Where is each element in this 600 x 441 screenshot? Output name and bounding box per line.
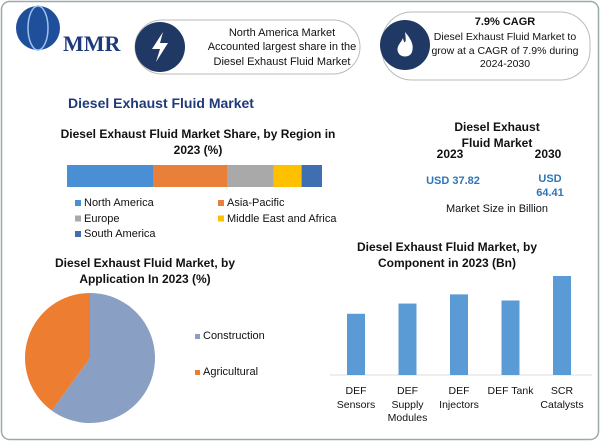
legend-label: Middle East and Africa: [227, 212, 337, 225]
legend-swatch: [218, 215, 224, 222]
bar-segment: [273, 165, 302, 187]
x-tick-label: DEF Injectors: [439, 385, 479, 411]
panel-title: Diesel Exhaust Fluid Market: [454, 120, 540, 150]
market-value: USD 64.41: [536, 173, 564, 200]
bar: [450, 294, 468, 375]
highlight-text: Diesel Exhaust Fluid Market to grow at a…: [431, 31, 579, 71]
year: 2030: [534, 147, 562, 161]
bar-segment: [301, 165, 322, 187]
legend-swatch: [218, 200, 224, 206]
x-tick-label: DEF Sensors: [336, 385, 376, 411]
logo-globe: [16, 6, 60, 50]
market-value: USD 37.82: [426, 175, 480, 187]
panel-note: Market Size in Billion: [445, 203, 549, 215]
legend-label: Agricultural: [203, 366, 259, 378]
bar-segment: [153, 165, 228, 187]
x-tick-label: DEF Supply Modules: [387, 385, 428, 425]
chart-title: Diesel Exhaust Fluid Market, by Applicat…: [54, 256, 236, 286]
bar: [501, 300, 520, 375]
x-tick-label: DEF Tank: [487, 385, 534, 397]
logo-text: MMR: [63, 31, 121, 56]
legend-label: Construction: [203, 330, 265, 342]
pie-slice: [51, 293, 156, 424]
bar: [553, 276, 571, 375]
legend-label: Asia-Pacific: [227, 197, 285, 209]
legend-label: North America: [84, 197, 154, 209]
chart-title: Diesel Exhaust Fluid Market, by Componen…: [356, 240, 538, 270]
bar: [347, 313, 365, 375]
bar-segment: [227, 165, 274, 187]
legend-swatch: [75, 231, 81, 237]
bolt-icon: [152, 32, 168, 62]
legend-swatch: [75, 200, 81, 206]
legend-label: Europe: [84, 212, 120, 225]
main-title: Diesel Exhaust Fluid Market: [68, 95, 254, 111]
bar: [398, 303, 417, 375]
legend-swatch: [75, 215, 81, 222]
logo-globe-line: [27, 5, 49, 51]
flame-icon: [397, 32, 413, 57]
legend-swatch: [195, 370, 200, 375]
legend-swatch: [195, 334, 200, 339]
highlight-text: North America Market Accounted largest s…: [207, 27, 357, 68]
legend-label: South America: [84, 228, 156, 240]
bar-segment: [67, 165, 154, 187]
x-tick-label: SCR Catalysts: [540, 385, 584, 411]
chart-title: Diesel Exhaust Fluid Market Share, by Re…: [60, 127, 336, 157]
highlight-title: 7.9% CAGR: [474, 16, 536, 28]
pie-slice: [25, 293, 91, 411]
year: 2023: [436, 147, 464, 161]
